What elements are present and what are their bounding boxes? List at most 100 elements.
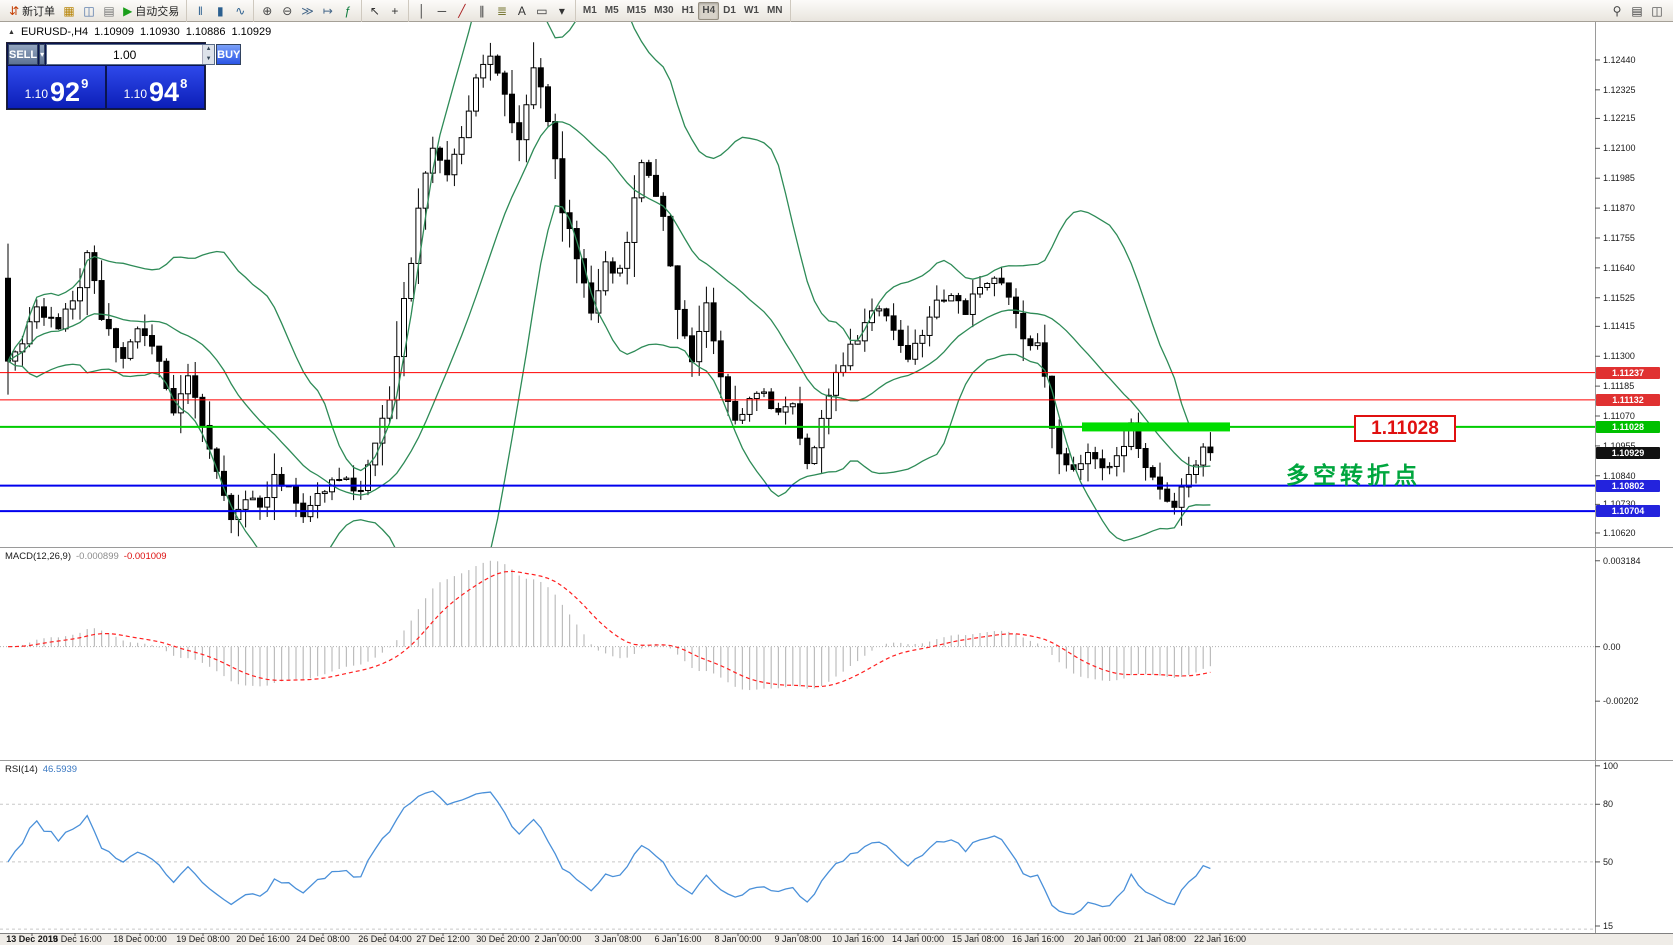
price-level-annotation[interactable]: 1.11028 (1354, 415, 1456, 442)
symbol-arrow-icon: ▲ (8, 28, 15, 36)
zoom-out-button[interactable]: ⊖ (277, 2, 297, 20)
macd-panel-splitter[interactable] (0, 546, 1673, 550)
crosshair-button[interactable]: + (385, 2, 405, 20)
arrows-button[interactable]: ▾ (552, 2, 572, 20)
fibonacci-button[interactable]: ≣ (492, 2, 512, 20)
sell-quote-button[interactable]: 1.10 92 9 (8, 66, 105, 108)
charts-button-icon: ▦ (63, 3, 75, 18)
time-axis[interactable]: 13 Dec 2019 16 Dec 16:00 18 Dec 00:00 19 De… (0, 933, 1596, 945)
horizontal-lines (0, 372, 1595, 513)
text-label-button[interactable]: ▭ (532, 2, 552, 20)
timeframe-m1[interactable]: M1 (579, 2, 601, 20)
order-type-dropdown[interactable]: ▾ (39, 44, 46, 65)
new-order-button[interactable]: ⇵ 新订单 (5, 2, 59, 20)
rsi-value: 46.5939 (42, 764, 78, 775)
price-scale[interactable]: 1.12440 1.12325 1.12215 1.12100 1.11985 1.118… (1596, 22, 1673, 933)
line-chart-button[interactable]: ∿ (230, 2, 250, 20)
time-axis-label: 18 Dec 00:00 (113, 934, 167, 944)
lot-size-input[interactable] (47, 45, 203, 64)
cursor-button-icon: ↖ (369, 3, 380, 18)
turning-point-note[interactable]: 多空转折点 (1286, 462, 1421, 488)
price-axis-label: 1.11870 (1603, 203, 1635, 214)
timeframe-h1[interactable]: H1 (678, 2, 699, 20)
auto-scroll-button-icon: ≫ (301, 3, 314, 18)
macd-axis-label: 0.00 (1603, 641, 1621, 652)
chart-shift-button[interactable]: ↦ (318, 2, 338, 20)
time-axis-label: 6 Jan 16:00 (654, 934, 702, 944)
layouts-button[interactable]: ▤ (1627, 2, 1647, 20)
time-axis-label: 8 Jan 00:00 (714, 934, 762, 944)
line-price-tag[interactable]: 1.11132 (1596, 393, 1660, 406)
timeframe-m15[interactable]: M15 (623, 2, 650, 20)
time-axis-label: 9 Jan 08:00 (774, 934, 822, 944)
toolbar-group-trade: ⇵ 新订单 ▦ ◫ ▤ ▶ 自动交易 (2, 0, 188, 22)
zoom-out-button-icon: ⊖ (282, 3, 293, 18)
rsi-line (7, 790, 1211, 915)
market-watch-button[interactable]: ◫ (79, 2, 99, 20)
charts-button[interactable]: ▦ (59, 2, 79, 20)
lot-decrease-button[interactable]: ▼ (205, 55, 212, 62)
timeframe-d1[interactable]: D1 (719, 2, 740, 20)
time-axis-label: 15 Jan 08:00 (951, 934, 1005, 944)
vertical-line-button[interactable]: │ (412, 2, 432, 20)
buy-price-pip: 8 (180, 76, 188, 91)
buy-price-prefix: 1.10 (123, 87, 148, 101)
macd-axis-label: 0.003184 (1603, 555, 1641, 566)
timeframe-m1-label: M1 (582, 5, 597, 16)
price-axis-label: 1.11415 (1603, 321, 1635, 332)
toolbar-group-cursor: ↖ + (362, 0, 409, 22)
zoom-in-button[interactable]: ⊕ (257, 2, 277, 20)
price-axis-label: 1.10620 (1603, 527, 1636, 538)
bar-chart-button[interactable]: ‖ (190, 2, 210, 20)
navigator-button[interactable]: ▤ (99, 2, 119, 20)
indicators-button[interactable]: ƒ (338, 2, 358, 20)
lot-increase-button[interactable]: ▲ (205, 46, 212, 52)
timeframe-h1-label: H1 (681, 5, 695, 16)
turning-point-highlight[interactable] (1082, 422, 1230, 432)
search-button[interactable]: ⚲ (1607, 2, 1627, 20)
macd-main-value: -0.000899 (76, 551, 119, 562)
horizontal-line-button[interactable]: ─ (432, 2, 452, 20)
auto-trading-button-icon: ▶ (123, 3, 133, 18)
line-price-tag[interactable]: 1.11028 (1596, 420, 1660, 433)
channel-button[interactable]: ∥ (472, 2, 492, 20)
buy-quote-button[interactable]: 1.10 94 8 (107, 66, 204, 108)
rsi-axis-label: 15 (1603, 921, 1614, 931)
line-price-tag[interactable]: 1.11237 (1596, 366, 1660, 379)
sell-price-pip: 9 (81, 76, 89, 91)
timeframe-mn[interactable]: MN (763, 2, 787, 20)
timeframe-m30[interactable]: M30 (650, 2, 677, 20)
buy-button[interactable]: BUY (216, 44, 242, 65)
auto-trading-button-label: 自动交易 (135, 5, 180, 18)
text-button[interactable]: A (512, 2, 532, 20)
price-axis-label: 1.11525 (1603, 292, 1635, 303)
fibonacci-button-icon: ≣ (496, 3, 507, 18)
cursor-button[interactable]: ↖ (365, 2, 385, 20)
line-price-tag[interactable]: 1.10704 (1596, 505, 1660, 518)
rsi-axis-label: 80 (1603, 799, 1614, 810)
timeframe-m5[interactable]: M5 (601, 2, 623, 20)
timeframe-h4-label: H4 (702, 5, 716, 16)
timeframe-m30-label: M30 (654, 5, 674, 16)
timeframe-w1[interactable]: W1 (740, 2, 763, 20)
auto-scroll-button[interactable]: ≫ (297, 2, 318, 20)
sell-price-big: 92 (50, 77, 81, 107)
bollinger-middle (7, 121, 1211, 496)
trendline-button[interactable]: ╱ (452, 2, 472, 20)
sell-button[interactable]: SELL (8, 44, 39, 65)
windows-button[interactable]: ◫ (1647, 2, 1667, 20)
price-axis-label: 1.11985 (1603, 173, 1635, 184)
time-axis-label: 26 Dec 04:00 (358, 934, 412, 944)
line-price-tag[interactable]: 1.10802 (1596, 479, 1660, 492)
timeframe-h4[interactable]: H4 (698, 1, 720, 20)
candlestick-chart-button[interactable]: ▮ (210, 2, 230, 20)
time-axis-strip[interactable] (0, 933, 1673, 945)
bollinger-bands (7, 22, 1211, 547)
rsi-panel-splitter[interactable] (0, 759, 1673, 763)
crosshair-button-icon: + (391, 3, 399, 18)
time-axis-label: 22 Jan 16:00 (1193, 934, 1247, 944)
bollinger-lower (7, 205, 1211, 547)
auto-trading-button[interactable]: ▶ 自动交易 (119, 2, 183, 20)
navigator-button-icon: ▤ (103, 3, 115, 18)
toolbar: ⇵ 新订单 ▦ ◫ ▤ ▶ 自动交易 ‖ ▮ ∿ ⊕ ⊖ ≫ ↦ ƒ ↖ + │ ─ ╱ ∥ ≣ A ▭ ▾ M1 M5 M15 M30… (0, 0, 1673, 22)
